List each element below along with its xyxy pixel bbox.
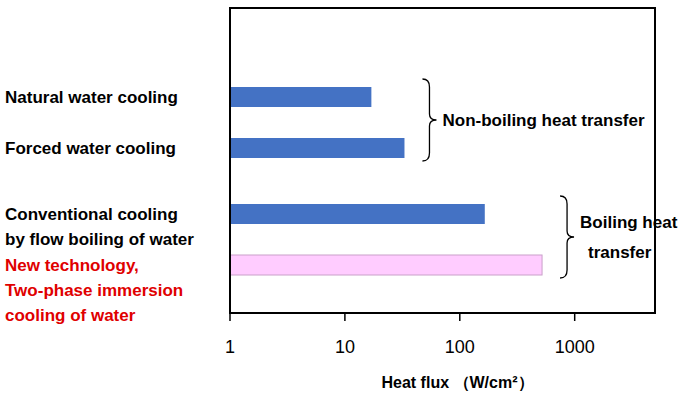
category-label: Forced water cooling <box>5 139 176 158</box>
tick-label: 1000 <box>555 337 595 357</box>
tick <box>459 313 461 321</box>
bar <box>230 255 542 275</box>
tick <box>229 313 231 321</box>
annotation-line: Boiling heat <box>580 213 678 232</box>
category-label-line: New technology, <box>5 256 139 275</box>
brace <box>422 79 436 161</box>
annotation: Boiling heat transfer <box>580 213 678 262</box>
category-label-line: cooling of water <box>5 306 136 325</box>
annotation-line: Non-boiling heat transfer <box>442 111 645 130</box>
tick-label: 10 <box>335 337 355 357</box>
axis-label: Heat flux （W/cm²） <box>381 374 533 392</box>
tick-label: 1 <box>225 337 235 357</box>
bar <box>230 138 404 158</box>
annotation-line: transfer <box>588 243 652 262</box>
tick <box>574 313 576 321</box>
category-label: Conventional cooling by flow boiling of w… <box>5 205 194 249</box>
category-label-line: by flow boiling of water <box>5 230 194 249</box>
tick <box>344 313 346 321</box>
tick-label: 100 <box>445 337 475 357</box>
brace <box>560 196 574 278</box>
bar <box>230 204 485 224</box>
bar <box>230 87 371 107</box>
chart: 1 10 100 1000 Heat flux （W/cm²） Natural water… <box>0 0 700 407</box>
category-label-line: Two-phase immersion <box>5 281 183 300</box>
category-label: Natural water cooling <box>5 88 178 107</box>
plot-frame <box>230 8 655 313</box>
category-label-line: Forced water cooling <box>5 139 176 158</box>
annotation: Non-boiling heat transfer <box>442 111 645 130</box>
category-label-line: Conventional cooling <box>5 205 178 224</box>
category-label: New technology, Two-phase immersion coolin… <box>5 256 183 325</box>
category-label-line: Natural water cooling <box>5 88 178 107</box>
